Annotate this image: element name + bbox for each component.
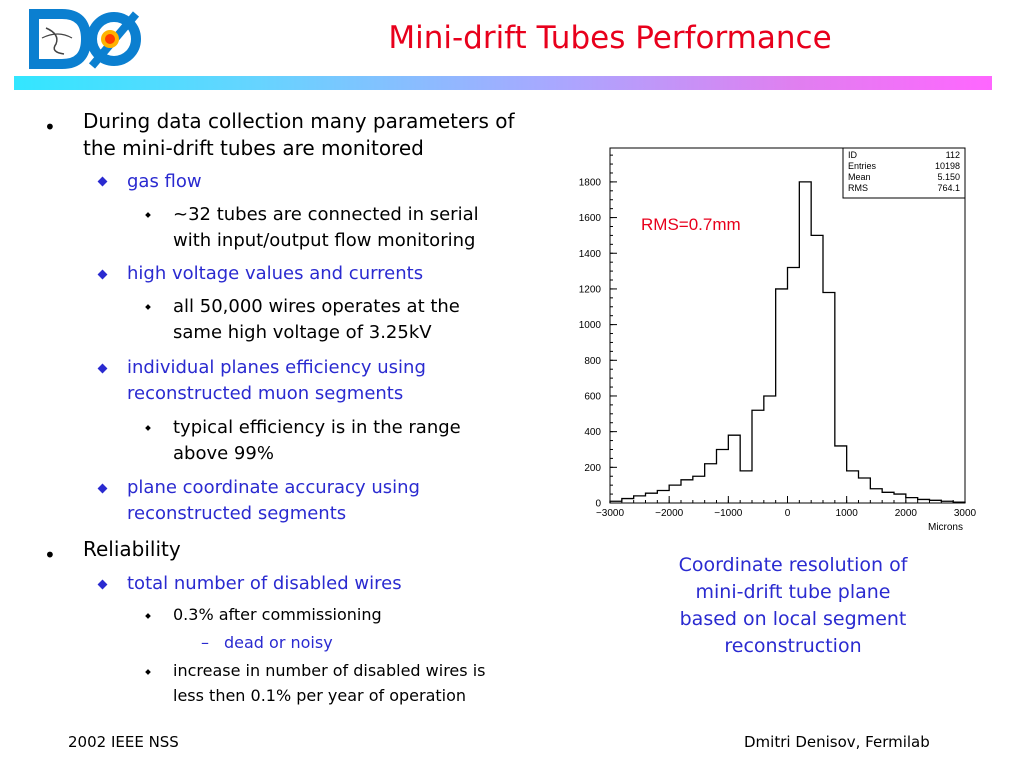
histogram-series [609,181,966,503]
bullet-dot-icon: • [44,543,56,567]
diamond-bullet-icon [97,363,108,374]
stats-label: Entries [848,161,877,171]
diamond-bullet-icon [97,579,108,590]
small-diamond-bullet-icon [145,613,151,619]
bullet-text: plane coordinate accuracy using [127,477,420,498]
bullet-text: individual planes efficiency using [127,357,426,378]
bullet-text: reconstructed muon segments [127,383,404,404]
caption-line: reconstruction [724,635,862,657]
bullet-text: increase in number of disabled wires is [173,661,486,680]
x-tick-label: 0 [785,508,791,519]
bullet-text: same high voltage of 3.25kV [173,322,432,343]
x-tick-label: −1000 [714,508,743,519]
stats-label: ID [848,150,858,160]
x-tick-label: −3000 [596,508,625,519]
bullet-text: less then 0.1% per year of operation [173,686,467,705]
y-tick-label: 800 [584,356,601,367]
bullet-text: dead or noisy [224,633,333,652]
y-tick-label: 0 [595,499,601,510]
y-tick-label: 1800 [579,177,602,188]
footer-left: 2002 IEEE NSS [68,733,179,751]
x-tick-label: −2000 [655,508,684,519]
bullet-text: high voltage values and currents [127,263,424,284]
bullet-text: reconstructed segments [127,503,347,524]
diamond-bullet-icon [97,269,108,280]
bullet-text: above 99% [173,443,274,464]
caption-line: mini-drift tube plane [695,581,891,603]
dash-bullet-icon: – [201,633,209,652]
x-tick-label: 2000 [895,508,918,519]
y-tick-label: 600 [584,391,601,402]
plot-frame [609,147,966,504]
stats-value: 764.1 [937,183,960,193]
bullet-text: gas flow [127,171,202,192]
bullet-text: During data collection many parameters o… [83,109,515,133]
chart-caption: Coordinate resolution of mini-drift tube… [640,552,946,660]
y-tick-label: 400 [584,427,601,438]
bullet-text: ~32 tubes are connected in serial [173,204,479,225]
histogram-chart: −3000 −2000 −1000 0 1000 2000 3000 0 200 400 600 8… [579,147,977,533]
footer-right: Dmitri Denisov, Fermilab [744,733,930,751]
diamond-bullet-icon [97,176,108,187]
bullet-text: total number of disabled wires [127,573,402,594]
small-diamond-bullet-icon [145,212,151,218]
bullet-text: Reliability [83,537,181,561]
bullet-text: the mini-drift tubes are monitored [83,136,424,160]
small-diamond-bullet-icon [145,304,151,310]
stats-value: 5.150 [937,172,960,182]
small-diamond-bullet-icon [145,425,151,431]
stats-label: RMS [848,183,868,193]
stats-label: Mean [848,172,871,182]
x-axis-label: Microns [928,522,963,533]
x-tick-label: 3000 [954,508,977,519]
bullet-dot-icon: • [44,115,56,139]
stats-box: ID 112 Entries 10198 Mean 5.150 RMS 764.… [842,147,966,199]
bullet-text: 0.3% after commissioning [173,605,382,624]
x-tick-label: 1000 [836,508,859,519]
bullet-text: typical efficiency is in the range [173,417,461,438]
y-tick-label: 1200 [579,284,602,295]
y-tick-label: 1400 [579,249,602,260]
stats-value: 112 [946,150,960,160]
caption-line: Coordinate resolution of [678,554,908,576]
bullet-text: with input/output flow monitoring [173,230,476,251]
d0-logo [29,9,141,69]
stats-value: 10198 [935,161,960,171]
page-title: Mini-drift Tubes Performance [388,20,832,56]
bullet-text: all 50,000 wires operates at the [173,296,460,317]
y-tick-label: 200 [584,463,601,474]
y-tick-label: 1000 [579,320,602,331]
title-divider-bar [14,76,992,90]
caption-line: based on local segment [679,608,907,630]
small-diamond-bullet-icon [145,669,151,675]
diamond-bullet-icon [97,483,108,494]
rms-annotation: RMS=0.7mm [641,215,741,234]
y-tick-label: 1600 [579,213,602,224]
